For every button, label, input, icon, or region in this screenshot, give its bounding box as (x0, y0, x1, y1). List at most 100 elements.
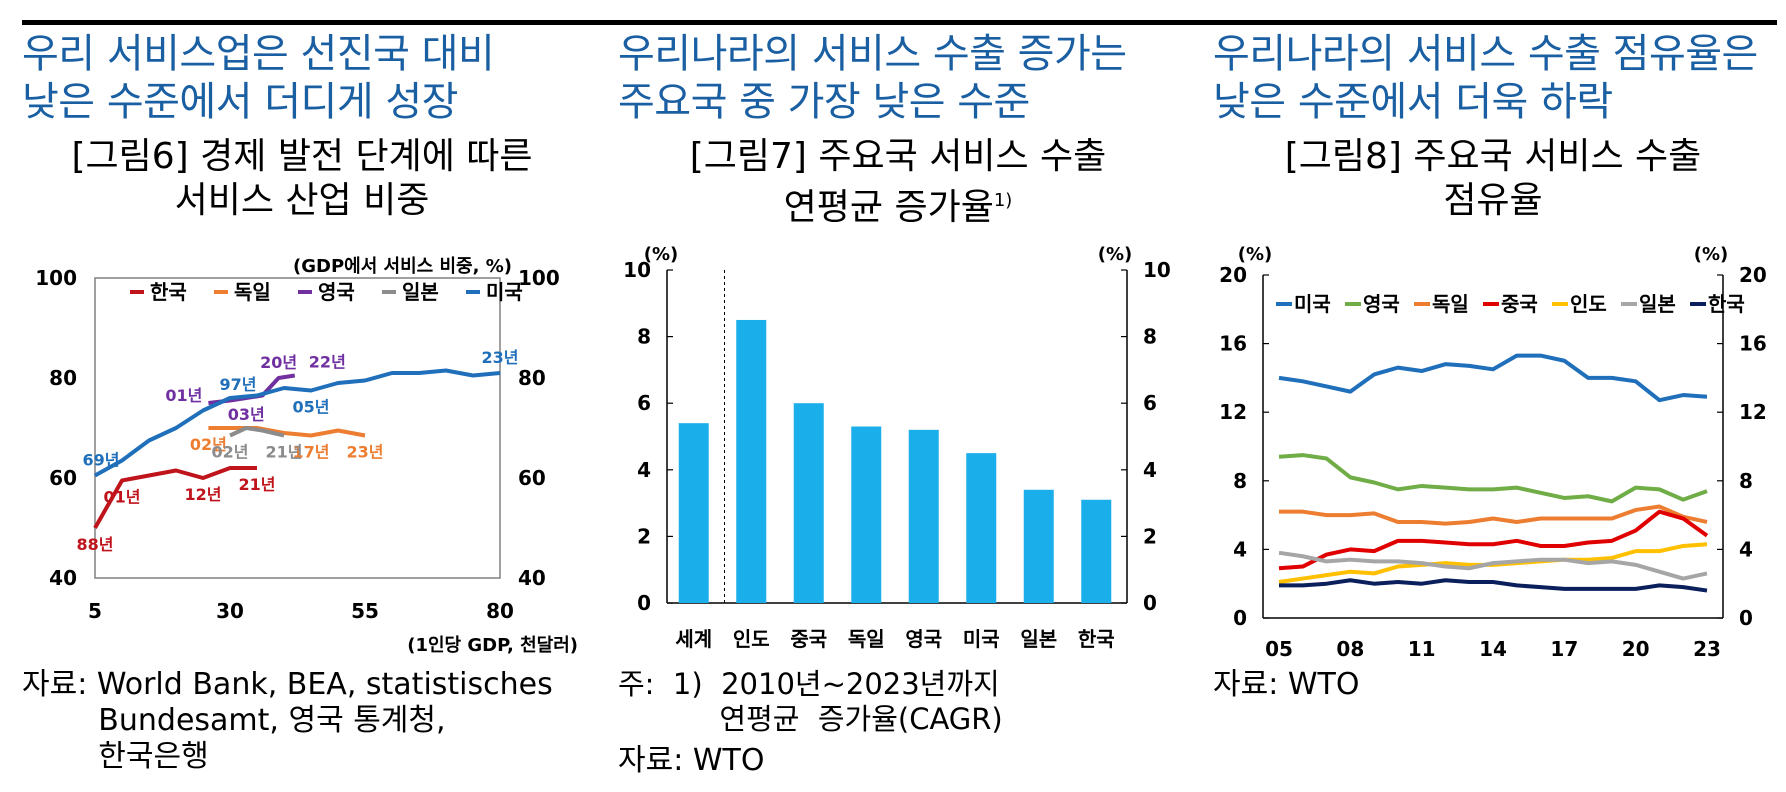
fig7-xtick: 중국 (790, 627, 827, 651)
fig8-ytick-left: 20 (1219, 263, 1247, 287)
headline-3: 우리나라의 서비스 수출 점유율은 낮은 수준에서 더욱 하락 (1213, 31, 1758, 125)
fig6-xtick: 55 (351, 599, 379, 623)
fig6-data-label: 01년 (165, 386, 202, 405)
fig6-plot-frame (94, 277, 501, 579)
fig8-ytick-left: 12 (1219, 400, 1247, 424)
fig7-ytick-left: 8 (637, 325, 651, 349)
fig6-legend-label: 일본 (402, 280, 439, 304)
fig7-ytick-left: 6 (637, 391, 651, 415)
fig8-xtick: 05 (1265, 637, 1293, 661)
fig6-data-label: 88년 (77, 535, 114, 554)
fig6-series-line (208, 426, 366, 438)
fig7-ytick-left: 2 (637, 524, 651, 548)
fig8-series-line (1279, 578, 1708, 593)
fig8-xtick: 23 (1693, 637, 1721, 661)
fig7-title: [그림7] 주요국 서비스 수출 연평균 증가율1) (618, 135, 1178, 230)
fig7-xtick: 미국 (963, 627, 1000, 651)
fig6-data-label: 03년 (228, 405, 265, 424)
fig8-ytick-left: 0 (1233, 606, 1247, 630)
fig6-series-line (229, 426, 285, 438)
fig6-ytick-right: 80 (518, 366, 546, 390)
fig8-source: 자료: WTO (1213, 667, 1360, 702)
fig6-data-label: 69년 (83, 451, 120, 470)
fig8-series-line (1278, 353, 1708, 403)
fig6-data-label: 23년 (347, 443, 384, 462)
fig6-ytick-left: 80 (49, 366, 77, 390)
fig7-bar (966, 453, 997, 603)
fig8-legend-label: 독일 (1432, 292, 1469, 316)
fig7-bar (678, 423, 709, 603)
fig8-legend-label: 한국 (1708, 292, 1745, 316)
fig7-unit-right: (%) (1098, 244, 1133, 265)
fig8-xtick: 17 (1550, 637, 1578, 661)
fig7-bar (908, 429, 939, 603)
fig7-xtick: 독일 (848, 627, 885, 651)
fig8-legend-label: 미국 (1294, 292, 1331, 316)
fig6-data-label: 17년 (293, 443, 330, 462)
fig6-data-label: 20년 (260, 353, 297, 372)
fig8-ytick-left: 8 (1233, 469, 1247, 493)
fig8-unit-left: (%) (1238, 244, 1273, 265)
fig7-title-footnote: 1) (993, 190, 1013, 211)
fig7-bar (793, 403, 824, 603)
fig8-legend-label: 영국 (1363, 292, 1400, 316)
fig6-data-label: 23년 (482, 348, 519, 367)
fig6-data-label: 05년 (293, 398, 330, 417)
top-rule (22, 20, 1777, 25)
fig7-xtick: 한국 (1078, 627, 1115, 651)
fig8-series-line (1279, 504, 1708, 526)
fig8-ytick-right: 16 (1739, 332, 1767, 356)
fig7-ytick-right: 4 (1143, 458, 1157, 482)
fig6-ytick-left: 40 (49, 566, 77, 590)
fig6-title: [그림6] 경제 발전 단계에 따른 서비스 산업 비중 (71, 136, 533, 221)
fig6-legend-label: 한국 (150, 280, 187, 304)
fig6-legend-label: 독일 (234, 280, 271, 304)
fig6-xlabel: (1인당 GDP, 천달러) (407, 635, 578, 656)
fig8-legend-label: 일본 (1639, 292, 1676, 316)
fig7-ytick-right: 6 (1143, 391, 1157, 415)
fig8-xtick: 14 (1479, 637, 1507, 661)
fig6-data-label: 21년 (239, 475, 276, 494)
fig8-series-line (1278, 550, 1708, 581)
fig7-xtick: 일본 (1020, 627, 1057, 651)
fig8-ytick-right: 8 (1739, 469, 1753, 493)
fig6-ytick-left: 100 (35, 266, 77, 290)
fig8-series-line (1278, 509, 1709, 571)
fig7-ytick-right: 2 (1143, 524, 1157, 548)
headline-2: 우리나라의 서비스 수출 증가는 주요국 중 가장 낮은 수준 (618, 31, 1127, 125)
fig7-unit-left: (%) (644, 244, 679, 265)
fig6-data-label: 01년 (104, 488, 141, 507)
fig8-xtick: 11 (1408, 637, 1436, 661)
fig7-ytick-left: 10 (623, 258, 651, 282)
fig8-ytick-left: 16 (1219, 332, 1247, 356)
fig6-data-label: 12년 (185, 485, 222, 504)
fig8-xtick: 08 (1336, 637, 1364, 661)
fig8-legend-label: 중국 (1501, 292, 1538, 316)
fig6-xtick: 30 (216, 599, 244, 623)
fig8-ytick-right: 12 (1739, 400, 1767, 424)
fig7-source: 자료: WTO (618, 743, 765, 778)
fig7-xtick: 영국 (905, 627, 942, 651)
fig6-ytick-left: 60 (49, 466, 77, 490)
fig7-xtick: 인도 (733, 627, 770, 651)
fig7-title-text: [그림7] 주요국 서비스 수출 연평균 증가율 (689, 136, 1107, 228)
fig7-xtick: 세계 (675, 627, 712, 651)
fig6-xtick: 80 (486, 599, 514, 623)
fig7-ytick-right: 10 (1143, 258, 1171, 282)
fig6-xtick: 5 (88, 599, 102, 623)
fig8-title: [그림8] 주요국 서비스 수출 점유율 (1284, 136, 1702, 221)
fig6-series-line (93, 466, 257, 529)
fig7-bar (1023, 489, 1054, 603)
fig7-ytick-right: 0 (1143, 591, 1157, 615)
fig8-ytick-left: 4 (1233, 537, 1247, 561)
fig7-bar (1081, 499, 1112, 603)
fig6-legend-label: 영국 (318, 280, 355, 304)
fig6-data-label: 21년 (266, 443, 303, 462)
fig6-legend-label: 미국 (486, 280, 523, 304)
fig8-ytick-right: 0 (1739, 606, 1753, 630)
fig7-ytick-left: 4 (637, 458, 651, 482)
headline-1: 우리 서비스업은 선진국 대비 낮은 수준에서 더디게 성장 (22, 31, 495, 125)
fig6-data-label: 02년 (212, 443, 249, 462)
fig8-legend-label: 인도 (1570, 292, 1607, 316)
fig7-chart: (%) (%) 0 0 2 2 4 4 6 6 8 8 10 10 세계 인도 중국 독일 영국 미국 일본 한국 (623, 244, 1171, 651)
